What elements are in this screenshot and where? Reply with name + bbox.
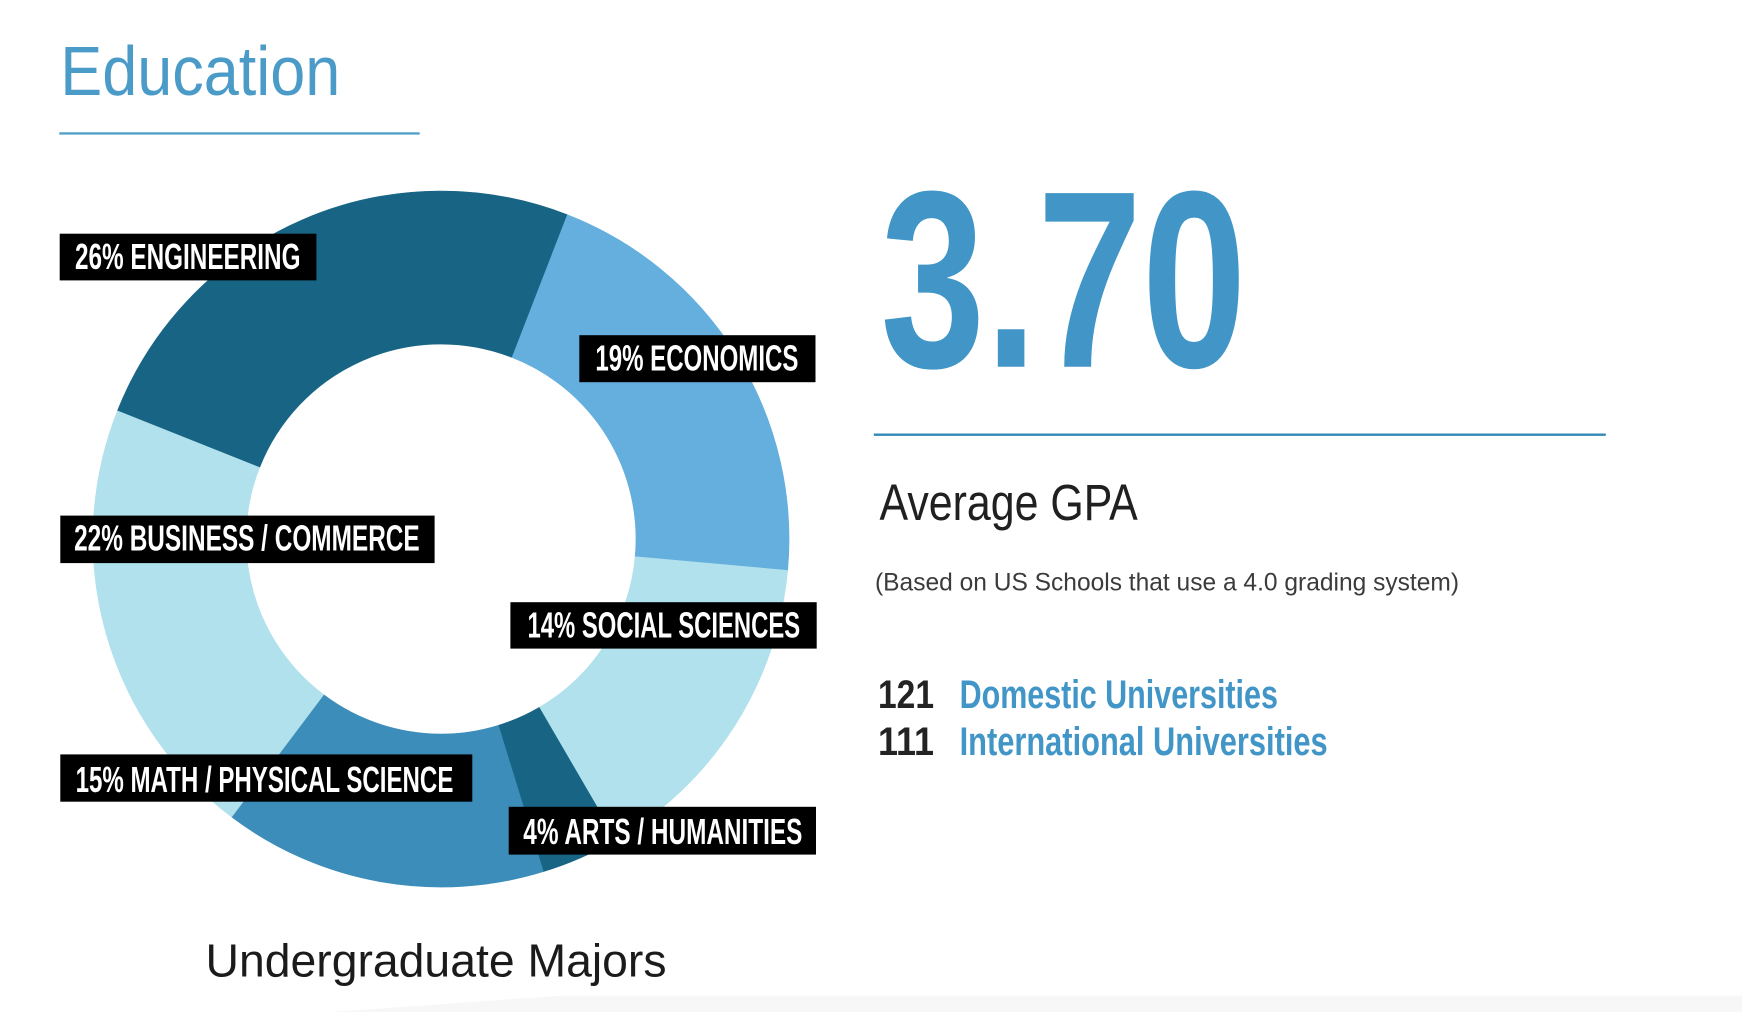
svg-text:22% BUSINESS / COMMERCE: 22% BUSINESS / COMMERCE bbox=[74, 518, 420, 559]
svg-text:Average GPA: Average GPA bbox=[880, 474, 1139, 531]
svg-text:14% SOCIAL SCIENCES: 14% SOCIAL SCIENCES bbox=[528, 605, 801, 646]
svg-text:Education: Education bbox=[60, 32, 340, 110]
svg-text:3.70: 3.70 bbox=[881, 140, 1247, 421]
svg-text:26% ENGINEERING: 26% ENGINEERING bbox=[75, 236, 301, 277]
svg-text:Undergraduate Majors: Undergraduate Majors bbox=[206, 935, 667, 987]
svg-text:121: 121 bbox=[878, 673, 934, 717]
svg-text:Domestic Universities: Domestic Universities bbox=[960, 673, 1278, 717]
svg-text:15% MATH / PHYSICAL SCIENCE: 15% MATH / PHYSICAL SCIENCE bbox=[76, 759, 454, 800]
svg-text:(Based on US Schools that use: (Based on US Schools that use a 4.0 grad… bbox=[875, 570, 1459, 597]
svg-text:111: 111 bbox=[878, 720, 934, 764]
svg-text:19% ECONOMICS: 19% ECONOMICS bbox=[595, 337, 798, 378]
svg-text:International Universities: International Universities bbox=[960, 720, 1328, 764]
svg-text:4% ARTS / HUMANITIES: 4% ARTS / HUMANITIES bbox=[523, 811, 802, 852]
